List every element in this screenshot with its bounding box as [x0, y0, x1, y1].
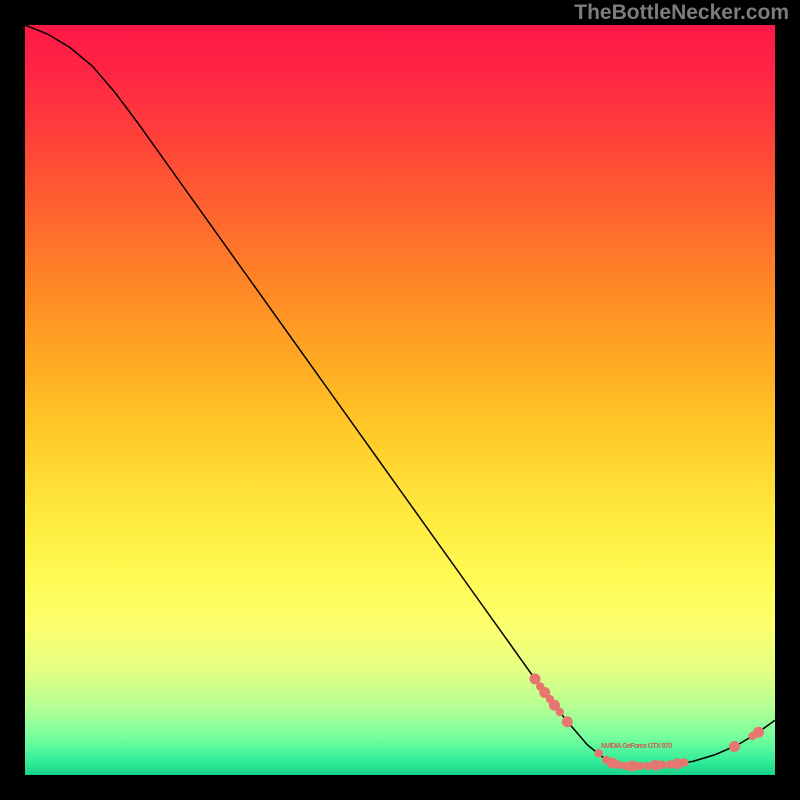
chart-container: NVIDIA GeForce GTX 970 TheBottleNecker.c…: [0, 0, 800, 800]
plot-area: NVIDIA GeForce GTX 970: [25, 25, 775, 775]
data-marker: [658, 761, 666, 769]
data-marker: [636, 762, 644, 770]
data-markers-group: [530, 674, 765, 772]
bottleneck-curve: [25, 25, 775, 766]
data-marker: [595, 749, 603, 757]
gpu-label: NVIDIA GeForce GTX 970: [601, 743, 672, 750]
data-marker: [729, 741, 740, 752]
data-marker: [562, 716, 573, 727]
watermark-text: TheBottleNecker.com: [574, 1, 789, 25]
data-marker: [753, 727, 764, 738]
data-marker: [556, 708, 564, 716]
chart-overlay-svg: NVIDIA GeForce GTX 970: [25, 25, 775, 775]
data-marker: [680, 758, 688, 766]
